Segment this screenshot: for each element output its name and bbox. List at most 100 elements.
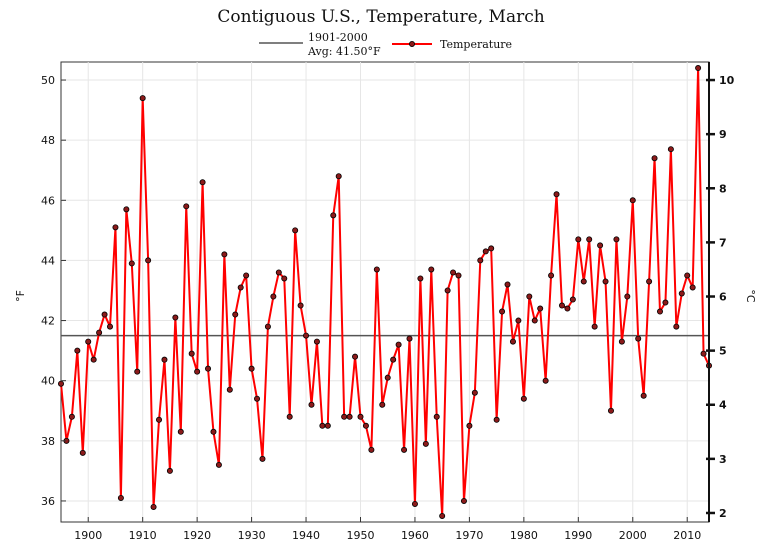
- data-point: [117, 494, 124, 501]
- data-point: [286, 413, 293, 420]
- data-point: [90, 356, 97, 363]
- y-axis-label-left: °F: [14, 290, 27, 302]
- data-point: [629, 197, 636, 204]
- x-tick-label: 1970: [455, 529, 483, 542]
- data-point: [226, 386, 233, 393]
- data-point: [537, 305, 544, 312]
- data-point: [145, 257, 152, 264]
- data-point: [493, 416, 500, 423]
- data-point: [330, 212, 337, 219]
- data-point: [569, 296, 576, 303]
- data-point: [466, 422, 473, 429]
- data-point: [395, 341, 402, 348]
- data-point: [591, 323, 598, 330]
- x-tick-label: 1900: [74, 529, 102, 542]
- data-point: [390, 356, 397, 363]
- data-point: [341, 413, 348, 420]
- data-point: [166, 467, 173, 474]
- data-point: [270, 293, 277, 300]
- data-point: [352, 353, 359, 360]
- data-point: [319, 422, 326, 429]
- data-point: [531, 317, 538, 324]
- data-point: [281, 275, 288, 282]
- data-point: [504, 281, 511, 288]
- data-point: [624, 293, 631, 300]
- data-point: [689, 284, 696, 291]
- data-point: [673, 323, 680, 330]
- data-point: [215, 461, 222, 468]
- right-tick-label: 6: [719, 291, 727, 304]
- data-point: [248, 365, 255, 372]
- data-point: [346, 413, 353, 420]
- temperature-series-line: [60, 67, 710, 517]
- data-point: [488, 245, 495, 252]
- data-point: [667, 146, 674, 153]
- data-point: [156, 416, 163, 423]
- legend-temperature-marker: [408, 41, 415, 48]
- right-tick-label: 10: [719, 74, 735, 87]
- y-tick-label: 38: [41, 435, 55, 448]
- data-point: [700, 350, 707, 357]
- data-point: [150, 503, 157, 510]
- data-point: [401, 446, 408, 453]
- x-tick-label: 1960: [401, 529, 429, 542]
- data-point: [221, 251, 228, 258]
- data-point: [646, 278, 653, 285]
- data-point: [684, 272, 691, 279]
- data-point: [74, 347, 81, 354]
- x-gridlines: [87, 62, 688, 522]
- data-point: [444, 287, 451, 294]
- data-point: [564, 305, 571, 312]
- data-point: [275, 269, 282, 276]
- data-point: [335, 173, 342, 180]
- series-layer: [58, 65, 713, 519]
- data-point: [188, 350, 195, 357]
- data-point: [210, 428, 217, 435]
- data-point: [259, 455, 266, 462]
- data-point: [651, 155, 658, 162]
- data-point: [264, 323, 271, 330]
- data-point: [477, 257, 484, 264]
- data-point: [542, 377, 549, 384]
- data-point: [482, 248, 489, 255]
- data-point: [172, 314, 179, 321]
- right-tick-label: 2: [719, 507, 727, 520]
- y-tick-label: 46: [41, 194, 55, 207]
- data-point: [379, 401, 386, 408]
- x-axis-ticks: 1900 1910 1920 1930 1940 1950 1960 1970 1980 1990…: [74, 517, 701, 542]
- data-point: [254, 395, 261, 402]
- data-point: [515, 317, 522, 324]
- right-tick-label: 9: [719, 128, 727, 141]
- data-point: [96, 329, 103, 336]
- data-point: [243, 272, 250, 279]
- data-point: [292, 227, 299, 234]
- right-tick-label: 7: [719, 236, 727, 249]
- x-tick-label: 1980: [510, 529, 538, 542]
- data-point: [128, 260, 135, 267]
- data-point: [68, 413, 75, 420]
- data-point: [656, 308, 663, 315]
- data-point: [597, 242, 604, 249]
- data-point: [205, 365, 212, 372]
- right-tick-label: 5: [719, 345, 727, 358]
- data-point: [199, 179, 206, 186]
- data-point: [450, 269, 457, 276]
- data-point: [357, 413, 364, 420]
- data-point: [618, 338, 625, 345]
- data-point: [303, 332, 310, 339]
- data-point: [139, 95, 146, 102]
- data-point: [433, 413, 440, 420]
- legend-temperature-label: Temperature: [440, 38, 512, 51]
- data-point: [194, 368, 201, 375]
- data-point: [112, 224, 119, 231]
- data-point: [553, 191, 560, 198]
- data-point: [324, 422, 331, 429]
- data-point: [85, 338, 92, 345]
- x-tick-label: 1920: [183, 529, 211, 542]
- x-tick-label: 2010: [673, 529, 701, 542]
- x-tick-label: 2000: [619, 529, 647, 542]
- data-point: [602, 278, 609, 285]
- y-tick-label: 44: [41, 254, 55, 267]
- data-point: [313, 338, 320, 345]
- data-point: [101, 311, 108, 318]
